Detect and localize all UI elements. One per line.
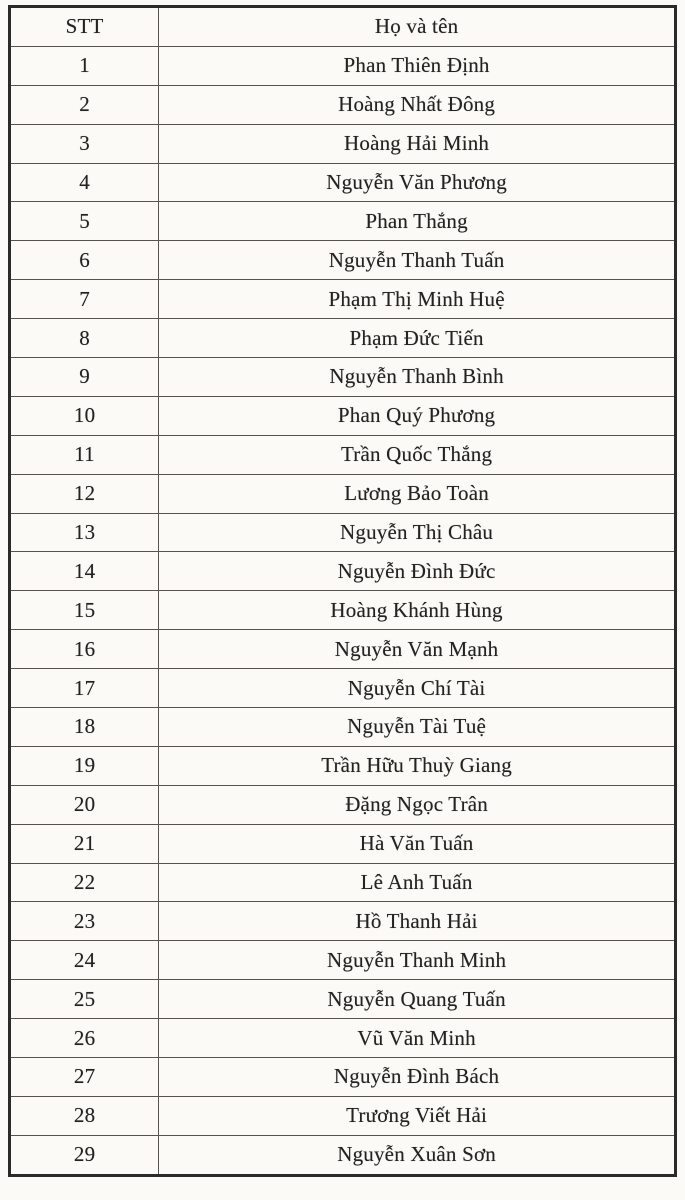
- name-cell: Hồ Thanh Hải: [158, 901, 676, 942]
- table-row: 5 Phan Thắng: [8, 201, 676, 242]
- stt-cell: 20: [8, 784, 160, 825]
- name-cell: Nguyễn Xuân Sơn: [158, 1134, 676, 1176]
- table-row: 29 Nguyễn Xuân Sơn: [8, 1134, 676, 1176]
- column-header-name: Họ và tên: [158, 6, 676, 47]
- name-cell: Đặng Ngọc Trân: [158, 784, 676, 825]
- name-cell: Nguyễn Thanh Bình: [158, 357, 676, 397]
- name-cell: Nguyễn Thị Châu: [158, 512, 676, 553]
- stt-cell: 12: [8, 473, 160, 514]
- table-row: 12 Lương Bảo Toàn: [8, 473, 676, 514]
- name-cell: Trương Viết Hải: [158, 1095, 676, 1136]
- table-row: 9 Nguyễn Thanh Bình: [8, 357, 676, 397]
- stt-cell: 28: [8, 1095, 160, 1136]
- name-cell: Hoàng Hải Minh: [158, 123, 676, 164]
- name-cell: Nguyễn Đình Đức: [158, 551, 676, 592]
- table-row: 11 Trần Quốc Thắng: [8, 434, 676, 475]
- stt-cell: 7: [8, 279, 160, 320]
- table-row: 16 Nguyễn Văn Mạnh: [8, 629, 676, 670]
- name-cell: Hoàng Khánh Hùng: [158, 590, 676, 631]
- name-cell: Lê Anh Tuấn: [158, 862, 676, 903]
- stt-cell: 27: [8, 1057, 160, 1097]
- name-cell: Nguyễn Đình Bách: [158, 1057, 676, 1097]
- table-row: 25 Nguyễn Quang Tuấn: [8, 979, 676, 1020]
- column-header-stt: STT: [8, 6, 160, 47]
- table-row: 28 Trương Viết Hải: [8, 1095, 676, 1136]
- roster-table: STT Họ và tên 1 Phan Thiên Định 2 Hoàng …: [8, 5, 677, 1177]
- stt-cell: 9: [8, 357, 160, 397]
- stt-cell: 13: [8, 512, 160, 553]
- stt-cell: 25: [8, 979, 160, 1020]
- stt-cell: 21: [8, 823, 160, 864]
- table-row: 13 Nguyễn Thị Châu: [8, 512, 676, 553]
- name-cell: Nguyễn Quang Tuấn: [158, 979, 676, 1020]
- roster-table-body: 1 Phan Thiên Định 2 Hoàng Nhất Đông 3 Ho…: [8, 45, 676, 1176]
- table-row: 8 Phạm Đức Tiến: [8, 318, 676, 359]
- name-cell: Phan Thắng: [158, 201, 676, 242]
- table-row: 27 Nguyễn Đình Bách: [8, 1057, 676, 1097]
- name-cell: Phạm Thị Minh Huệ: [158, 279, 676, 320]
- table-row: 10 Phan Quý Phương: [8, 395, 676, 436]
- name-cell: Nguyễn Văn Mạnh: [158, 629, 676, 670]
- stt-cell: 10: [8, 395, 160, 436]
- name-cell: Hoàng Nhất Đông: [158, 84, 676, 125]
- stt-cell: 1: [8, 45, 160, 86]
- stt-cell: 23: [8, 901, 160, 942]
- header-row: STT Họ và tên: [8, 6, 676, 47]
- name-cell: Nguyễn Chí Tài: [158, 668, 676, 709]
- table-row: 1 Phan Thiên Định: [8, 45, 676, 86]
- table-row: 3 Hoàng Hải Minh: [8, 123, 676, 164]
- stt-cell: 24: [8, 940, 160, 981]
- table-row: 18 Nguyễn Tài Tuệ: [8, 707, 676, 747]
- table-row: 24 Nguyễn Thanh Minh: [8, 940, 676, 981]
- table-row: 23 Hồ Thanh Hải: [8, 901, 676, 942]
- table-row: 15 Hoàng Khánh Hùng: [8, 590, 676, 631]
- stt-cell: 2: [8, 84, 160, 125]
- name-cell: Trần Hữu Thuỳ Giang: [158, 745, 676, 786]
- table-row: 6 Nguyễn Thanh Tuấn: [8, 240, 676, 281]
- name-cell: Nguyễn Văn Phương: [158, 162, 676, 203]
- table-row: 17 Nguyễn Chí Tài: [8, 668, 676, 709]
- stt-cell: 4: [8, 162, 160, 203]
- name-cell: Phan Quý Phương: [158, 395, 676, 436]
- stt-cell: 3: [8, 123, 160, 164]
- stt-cell: 26: [8, 1018, 160, 1059]
- name-cell: Hà Văn Tuấn: [158, 823, 676, 864]
- stt-cell: 11: [8, 434, 160, 475]
- stt-cell: 5: [8, 201, 160, 242]
- stt-cell: 18: [8, 707, 160, 747]
- table-row: 2 Hoàng Nhất Đông: [8, 84, 676, 125]
- table-row: 19 Trần Hữu Thuỳ Giang: [8, 745, 676, 786]
- name-cell: Trần Quốc Thắng: [158, 434, 676, 475]
- stt-cell: 29: [8, 1134, 160, 1176]
- table-row: 26 Vũ Văn Minh: [8, 1018, 676, 1059]
- name-cell: Vũ Văn Minh: [158, 1018, 676, 1059]
- table-row: 4 Nguyễn Văn Phương: [8, 162, 676, 203]
- stt-cell: 14: [8, 551, 160, 592]
- name-cell: Nguyễn Thanh Tuấn: [158, 240, 676, 281]
- table-row: 7 Phạm Thị Minh Huệ: [8, 279, 676, 320]
- stt-cell: 16: [8, 629, 160, 670]
- roster-table-header: STT Họ và tên: [8, 6, 676, 47]
- name-cell: Phạm Đức Tiến: [158, 318, 676, 359]
- name-cell: Lương Bảo Toàn: [158, 473, 676, 514]
- name-cell: Nguyễn Thanh Minh: [158, 940, 676, 981]
- table-row: 21 Hà Văn Tuấn: [8, 823, 676, 864]
- stt-cell: 22: [8, 862, 160, 903]
- table-row: 22 Lê Anh Tuấn: [8, 862, 676, 903]
- name-cell: Phan Thiên Định: [158, 45, 676, 86]
- table-row: 14 Nguyễn Đình Đức: [8, 551, 676, 592]
- stt-cell: 6: [8, 240, 160, 281]
- stt-cell: 15: [8, 590, 160, 631]
- stt-cell: 17: [8, 668, 160, 709]
- stt-cell: 8: [8, 318, 160, 359]
- stt-cell: 19: [8, 745, 160, 786]
- name-cell: Nguyễn Tài Tuệ: [158, 707, 676, 747]
- table-row: 20 Đặng Ngọc Trân: [8, 784, 676, 825]
